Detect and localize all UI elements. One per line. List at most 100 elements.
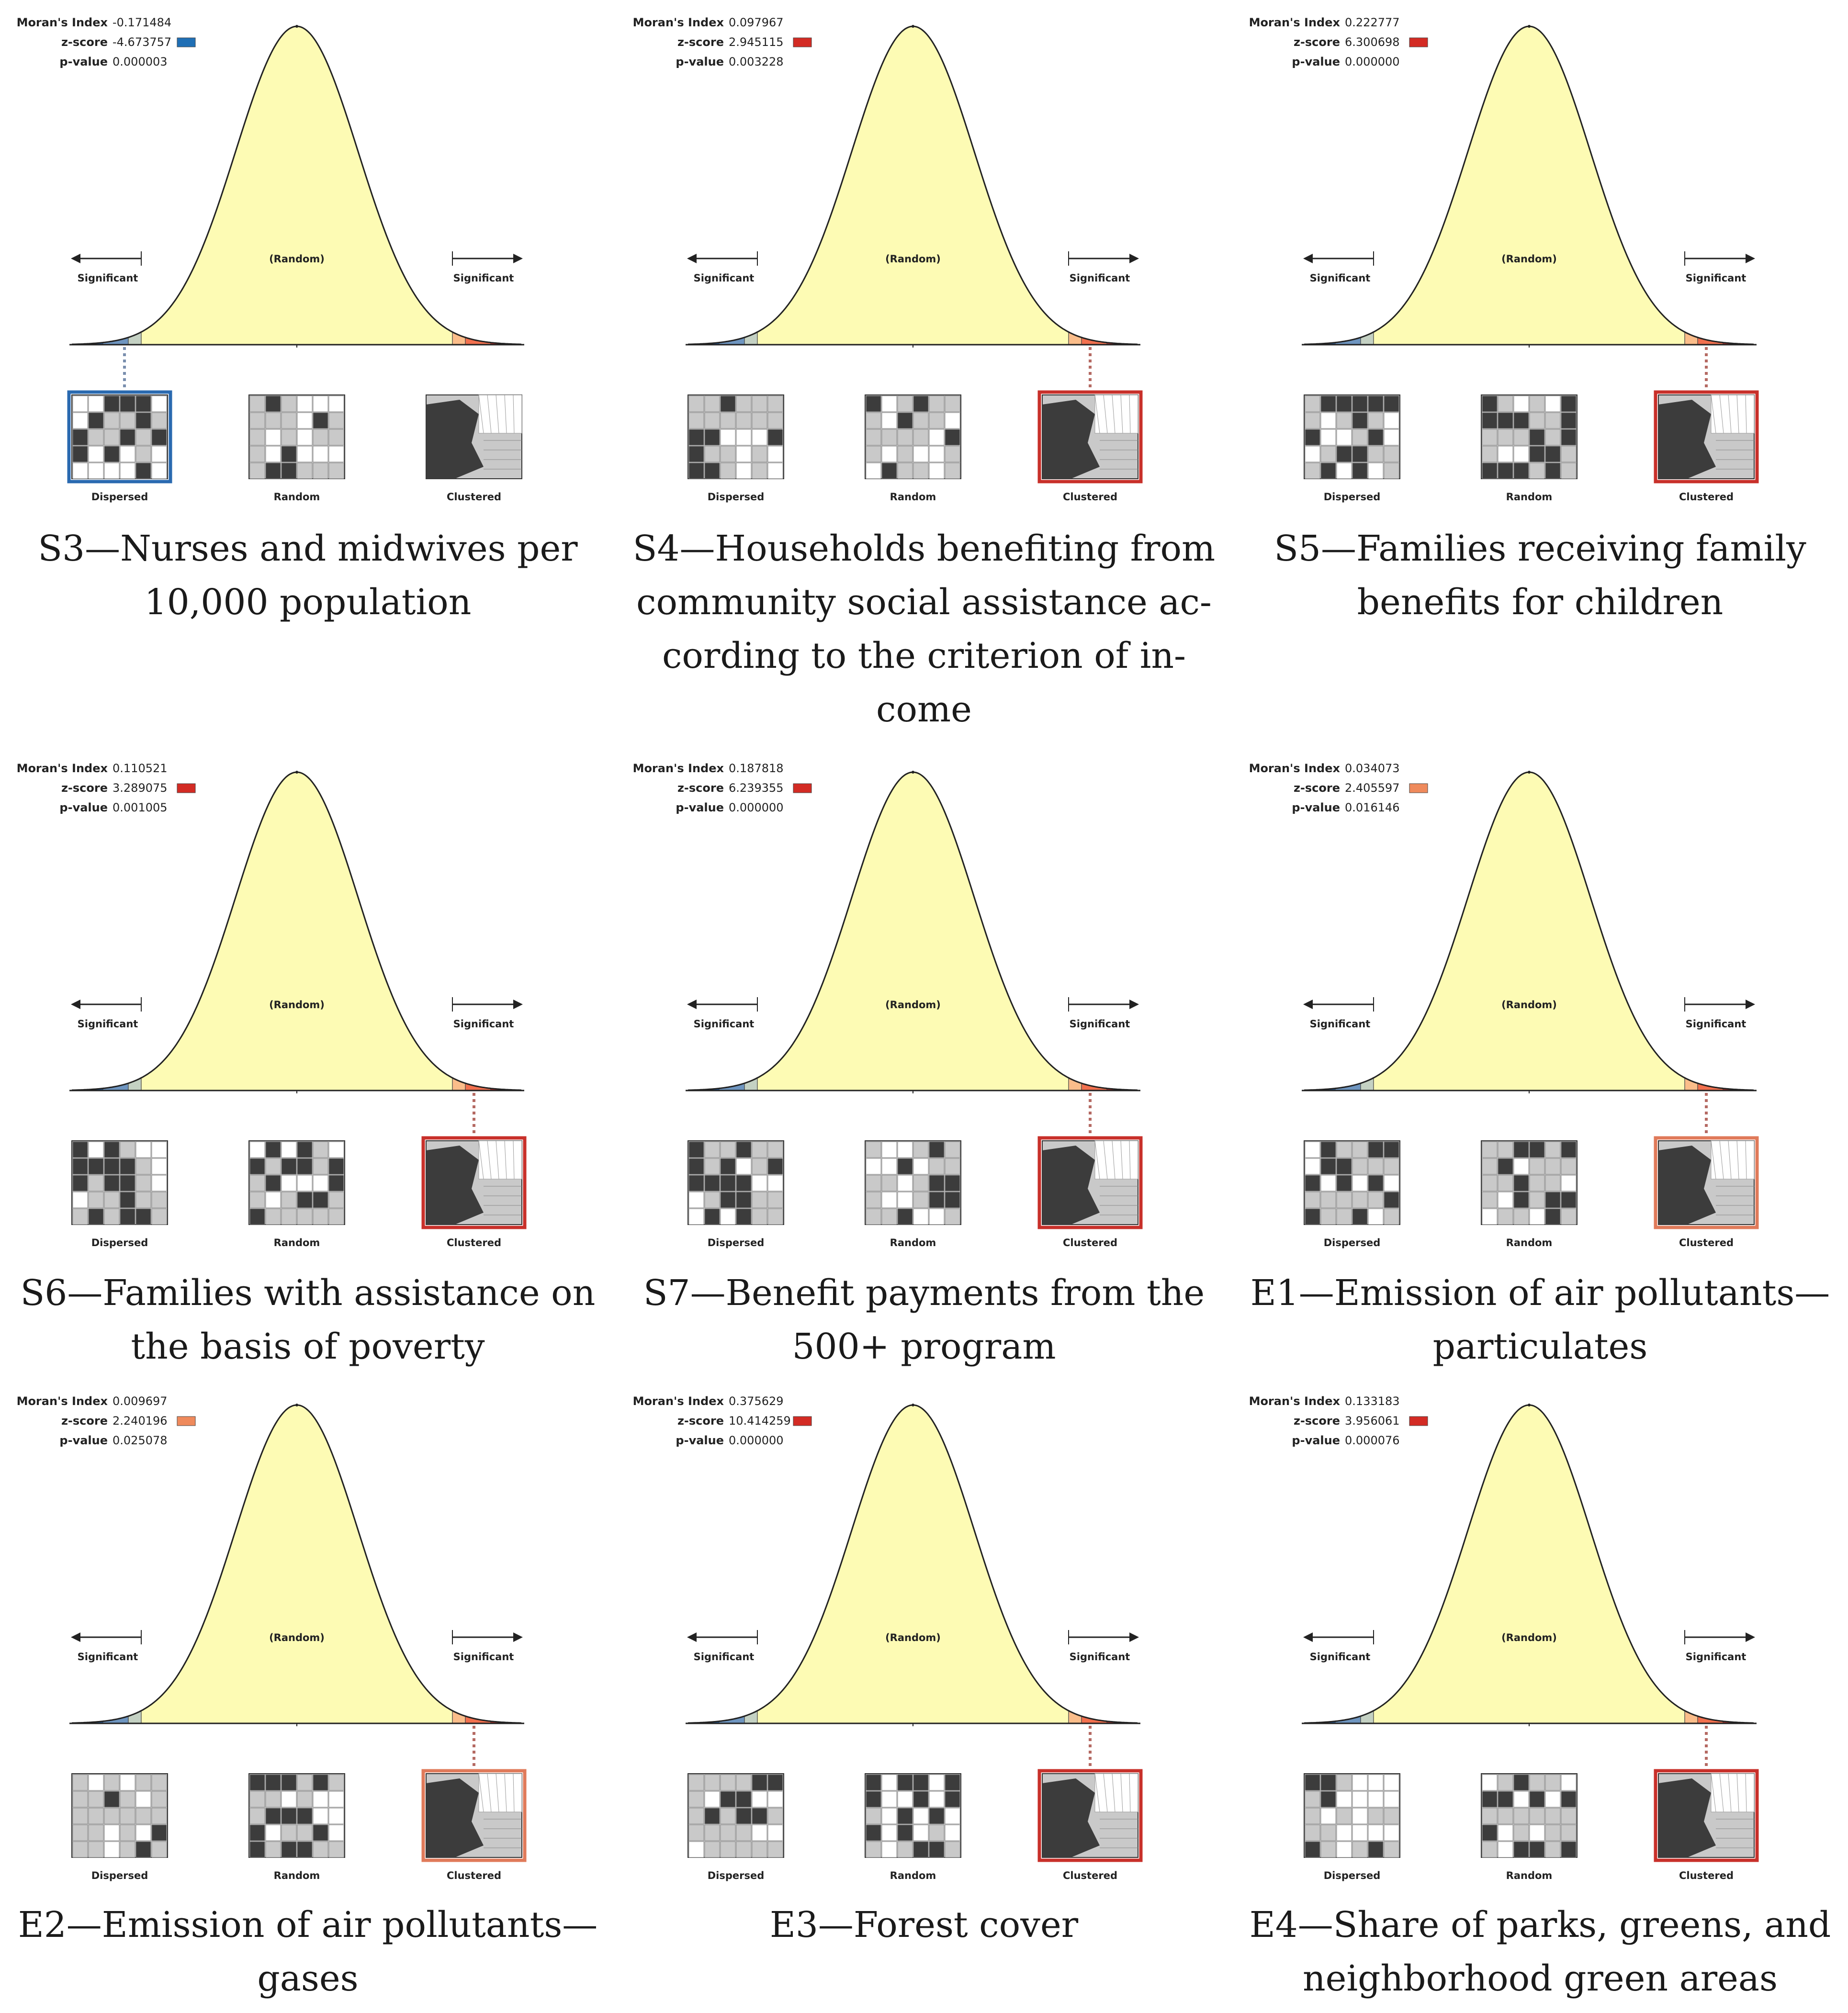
random-region: [1373, 26, 1685, 345]
stats-block: Moran's Index 0.097967 z-score 2.945115 p-va…: [633, 16, 812, 68]
map-thumbnail-random: [248, 1773, 345, 1858]
p-value-value: 0.000003: [113, 55, 168, 68]
p-value-value: 0.000076: [1345, 1434, 1400, 1447]
stats-block: Moran's Index 0.375629 z-score 10.414259 p-v…: [633, 1394, 812, 1447]
arrow-left-icon: [1303, 1000, 1313, 1009]
map-thumbnail-clustered: [1042, 394, 1138, 479]
random-map-label: Random: [1506, 1237, 1553, 1248]
significant-right-label: Significant: [453, 1651, 514, 1663]
panel-caption: E4—Share of parks, greens, and neighborho…: [1232, 1898, 1848, 2005]
arrow-right-icon: [1746, 1000, 1755, 1009]
p-value-label: p-value: [1292, 801, 1340, 814]
caption-line: E1—Emission of air pollutants—: [1250, 1272, 1830, 1314]
caption-line: come: [876, 689, 972, 730]
morans-index-label: Moran's Index: [633, 762, 724, 775]
z-score-swatch: [1409, 37, 1428, 47]
z-score-label: z-score: [677, 35, 724, 49]
map-thumbnail-dispersed: [687, 1140, 784, 1225]
random-map-label: Random: [890, 1237, 936, 1248]
dispersed-90: [128, 331, 142, 345]
random-label: (Random): [269, 999, 325, 1011]
significant-right-label: Significant: [1686, 1651, 1747, 1663]
morans-index-label: Moran's Index: [1249, 16, 1341, 29]
z-score-swatch: [793, 1416, 812, 1426]
map-thumbnail-dispersed: [71, 1773, 168, 1858]
map-thumbnail-dispersed: [71, 394, 168, 479]
peak-tick: [912, 1404, 914, 1406]
map-thumbnail-random: [865, 1773, 961, 1858]
significant-right-label: Significant: [453, 1018, 514, 1030]
z-score-value: 6.239355: [729, 781, 784, 795]
peak-tick: [912, 25, 914, 28]
caption-line: community social assistance ac-: [636, 582, 1212, 623]
arrow-left-icon: [687, 1000, 697, 1009]
arrow-right-icon: [1129, 1632, 1139, 1642]
random-label: (Random): [1501, 253, 1557, 265]
map-thumbnail-clustered: [1658, 1140, 1755, 1225]
p-value-value: 0.000000: [729, 1434, 784, 1447]
morans-index-value: 0.110521: [113, 762, 168, 775]
map-thumbnail-random: [248, 394, 345, 479]
p-value-value: 0.003228: [729, 55, 784, 68]
morans-index-value: 0.187818: [729, 762, 784, 775]
z-score-label: z-score: [61, 1414, 108, 1428]
morans-index-value: -0.171484: [113, 16, 171, 29]
p-value-value: 0.001005: [113, 801, 168, 814]
significant-left-label: Significant: [694, 1018, 755, 1030]
random-region: [141, 772, 453, 1091]
p-value-value: 0.000000: [1345, 55, 1400, 68]
map-thumbnail-random: [1481, 394, 1578, 479]
caption-line: S6—Families with assistance on: [20, 1272, 596, 1314]
highlight-frame: [1037, 1769, 1143, 1862]
clustered-map-label: Clustered: [447, 1870, 501, 1881]
z-score-swatch: [1409, 1416, 1428, 1426]
random-label: (Random): [885, 1632, 941, 1643]
peak-tick: [1528, 1404, 1531, 1406]
stats-block: Moran's Index 0.009697 z-score 2.240196 p-va…: [17, 1394, 196, 1447]
dispersed-map-label: Dispersed: [708, 1237, 765, 1248]
significance-arrows: [1303, 997, 1755, 1012]
clustered-90: [1068, 331, 1082, 345]
p-value-label: p-value: [59, 55, 108, 68]
peak-tick: [1528, 25, 1531, 28]
arrow-left-icon: [1303, 254, 1313, 263]
panel-caption: S3—Nurses and midwives per 10,000 populat…: [0, 522, 616, 629]
random-label: (Random): [1501, 1632, 1557, 1643]
random-region: [1373, 772, 1685, 1091]
map-thumbnail-clustered: [426, 1140, 522, 1225]
panel-caption: E2—Emission of air pollutants— gases: [0, 1898, 616, 2005]
panel-s3: Moran's Index -0.171484 z-score -4.673757 p-…: [0, 0, 616, 634]
morans-index-label: Moran's Index: [1249, 1394, 1341, 1408]
z-score-swatch: [1409, 783, 1428, 793]
panel-s7: Moran's Index 0.187818 z-score 6.239355 p-va…: [616, 746, 1232, 1378]
significant-right-label: Significant: [1686, 1018, 1747, 1030]
moran-chart-e1: Moran's Index 0.034073 z-score 2.405597 p-va…: [1249, 762, 1759, 1248]
z-score-swatch: [793, 783, 812, 793]
arrow-right-icon: [513, 1632, 523, 1642]
highlight-frame: [421, 1136, 527, 1229]
moran-chart-e4: Moran's Index 0.133183 z-score 3.956061 p-va…: [1249, 1394, 1759, 1881]
significant-left-label: Significant: [78, 272, 138, 284]
panel-caption: E1—Emission of air pollutants— particulat…: [1232, 1266, 1848, 1373]
clustered-map-label: Clustered: [1063, 1870, 1117, 1881]
z-score-label: z-score: [1294, 781, 1340, 795]
z-score-value: 2.405597: [1345, 781, 1400, 795]
significant-left-label: Significant: [1310, 272, 1371, 284]
map-thumbnail-dispersed: [687, 394, 784, 479]
morans-index-label: Moran's Index: [1249, 762, 1341, 775]
panel-e1: Moran's Index 0.034073 z-score 2.405597 p-va…: [1232, 746, 1848, 1378]
caption-line: particulates: [1432, 1326, 1648, 1367]
morans-index-value: 0.133183: [1345, 1394, 1400, 1408]
caption-line: S5—Families receiving family: [1274, 528, 1806, 569]
dispersed-90: [744, 1710, 758, 1724]
significance-arrows: [687, 251, 1139, 266]
stats-block: Moran's Index 0.034073 z-score 2.405597 p-va…: [1249, 762, 1428, 814]
z-score-label: z-score: [1294, 35, 1340, 49]
arrow-right-icon: [513, 1000, 523, 1009]
panel-e3: Moran's Index 0.375629 z-score 10.414259 p-v…: [616, 1379, 1232, 1957]
random-region: [141, 26, 453, 345]
z-score-label: z-score: [677, 1414, 724, 1428]
arrow-left-icon: [71, 1000, 80, 1009]
caption-line: E2—Emission of air pollutants—: [18, 1904, 598, 1946]
